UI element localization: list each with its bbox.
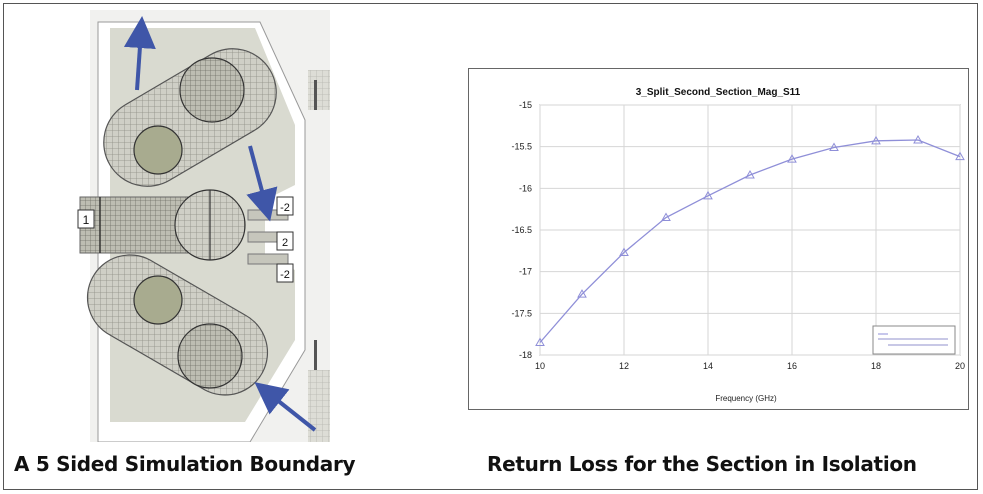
data-point: [745, 169, 755, 179]
arrow-right-icon: [246, 145, 278, 222]
x-axis-label: Frequency (GHz): [715, 394, 777, 403]
y-tick-label: -15: [519, 100, 532, 110]
svg-text:-2: -2: [280, 269, 290, 281]
caption-return-loss: Return Loss for the Section in Isolation: [487, 452, 917, 476]
x-tick-label: 12: [619, 361, 629, 371]
x-tick-label: 20: [955, 361, 965, 371]
x-tick-label: 10: [535, 361, 545, 371]
y-tick-label: -16: [519, 183, 532, 193]
arrow-top-icon: [123, 16, 156, 91]
y-tick-label: -18: [519, 350, 532, 360]
port-2-middle: 2: [276, 231, 294, 251]
svg-text:1: 1: [83, 213, 90, 227]
series-line: [539, 139, 961, 343]
y-tick-label: -17: [519, 267, 532, 277]
x-tick-label: 14: [703, 361, 713, 371]
port-2-bottom: -2: [276, 263, 294, 283]
arrow-bottom-icon: [254, 382, 317, 432]
legend: [872, 325, 956, 355]
data-point: [661, 212, 671, 221]
caption-simulation-boundary: A 5 Sided Simulation Boundary: [14, 452, 356, 476]
y-tick-label: -16.5: [511, 225, 532, 235]
svg-text:2: 2: [282, 237, 288, 249]
port-1: 1: [77, 209, 95, 229]
simulation-boundary-diagram: 1 -2 2 -2: [77, 10, 330, 442]
x-tick-label: 16: [787, 361, 797, 371]
data-point: [871, 135, 881, 145]
data-point: [829, 142, 839, 151]
data-point: [577, 289, 587, 298]
figure-frame: [3, 3, 978, 490]
lower-resonator: [86, 254, 269, 396]
data-point: [535, 337, 545, 346]
upper-resonator: [103, 48, 277, 187]
data-point: [913, 134, 923, 144]
y-tick-label: -17.5: [511, 308, 532, 318]
middle-resonator: [174, 189, 246, 261]
x-tick-label: 18: [871, 361, 881, 371]
plot-area: 10 12 14 16 18 20 -15 -15.5 -16 -16.5 -17 -17.5 -18: [511, 100, 965, 371]
y-tick-label: -15.5: [511, 142, 532, 152]
chart-title: 3_Split_Second_Section_Mag_S11: [636, 87, 801, 98]
svg-text:-2: -2: [280, 202, 290, 214]
data-point: [619, 247, 629, 256]
data-point: [787, 154, 797, 163]
s11-chart: 3_Split_Second_Section_Mag_S11 10 12 14 16 1…: [468, 68, 969, 410]
data-point: [703, 190, 713, 200]
data-point: [955, 151, 965, 161]
port-2-top: -2: [276, 196, 294, 216]
